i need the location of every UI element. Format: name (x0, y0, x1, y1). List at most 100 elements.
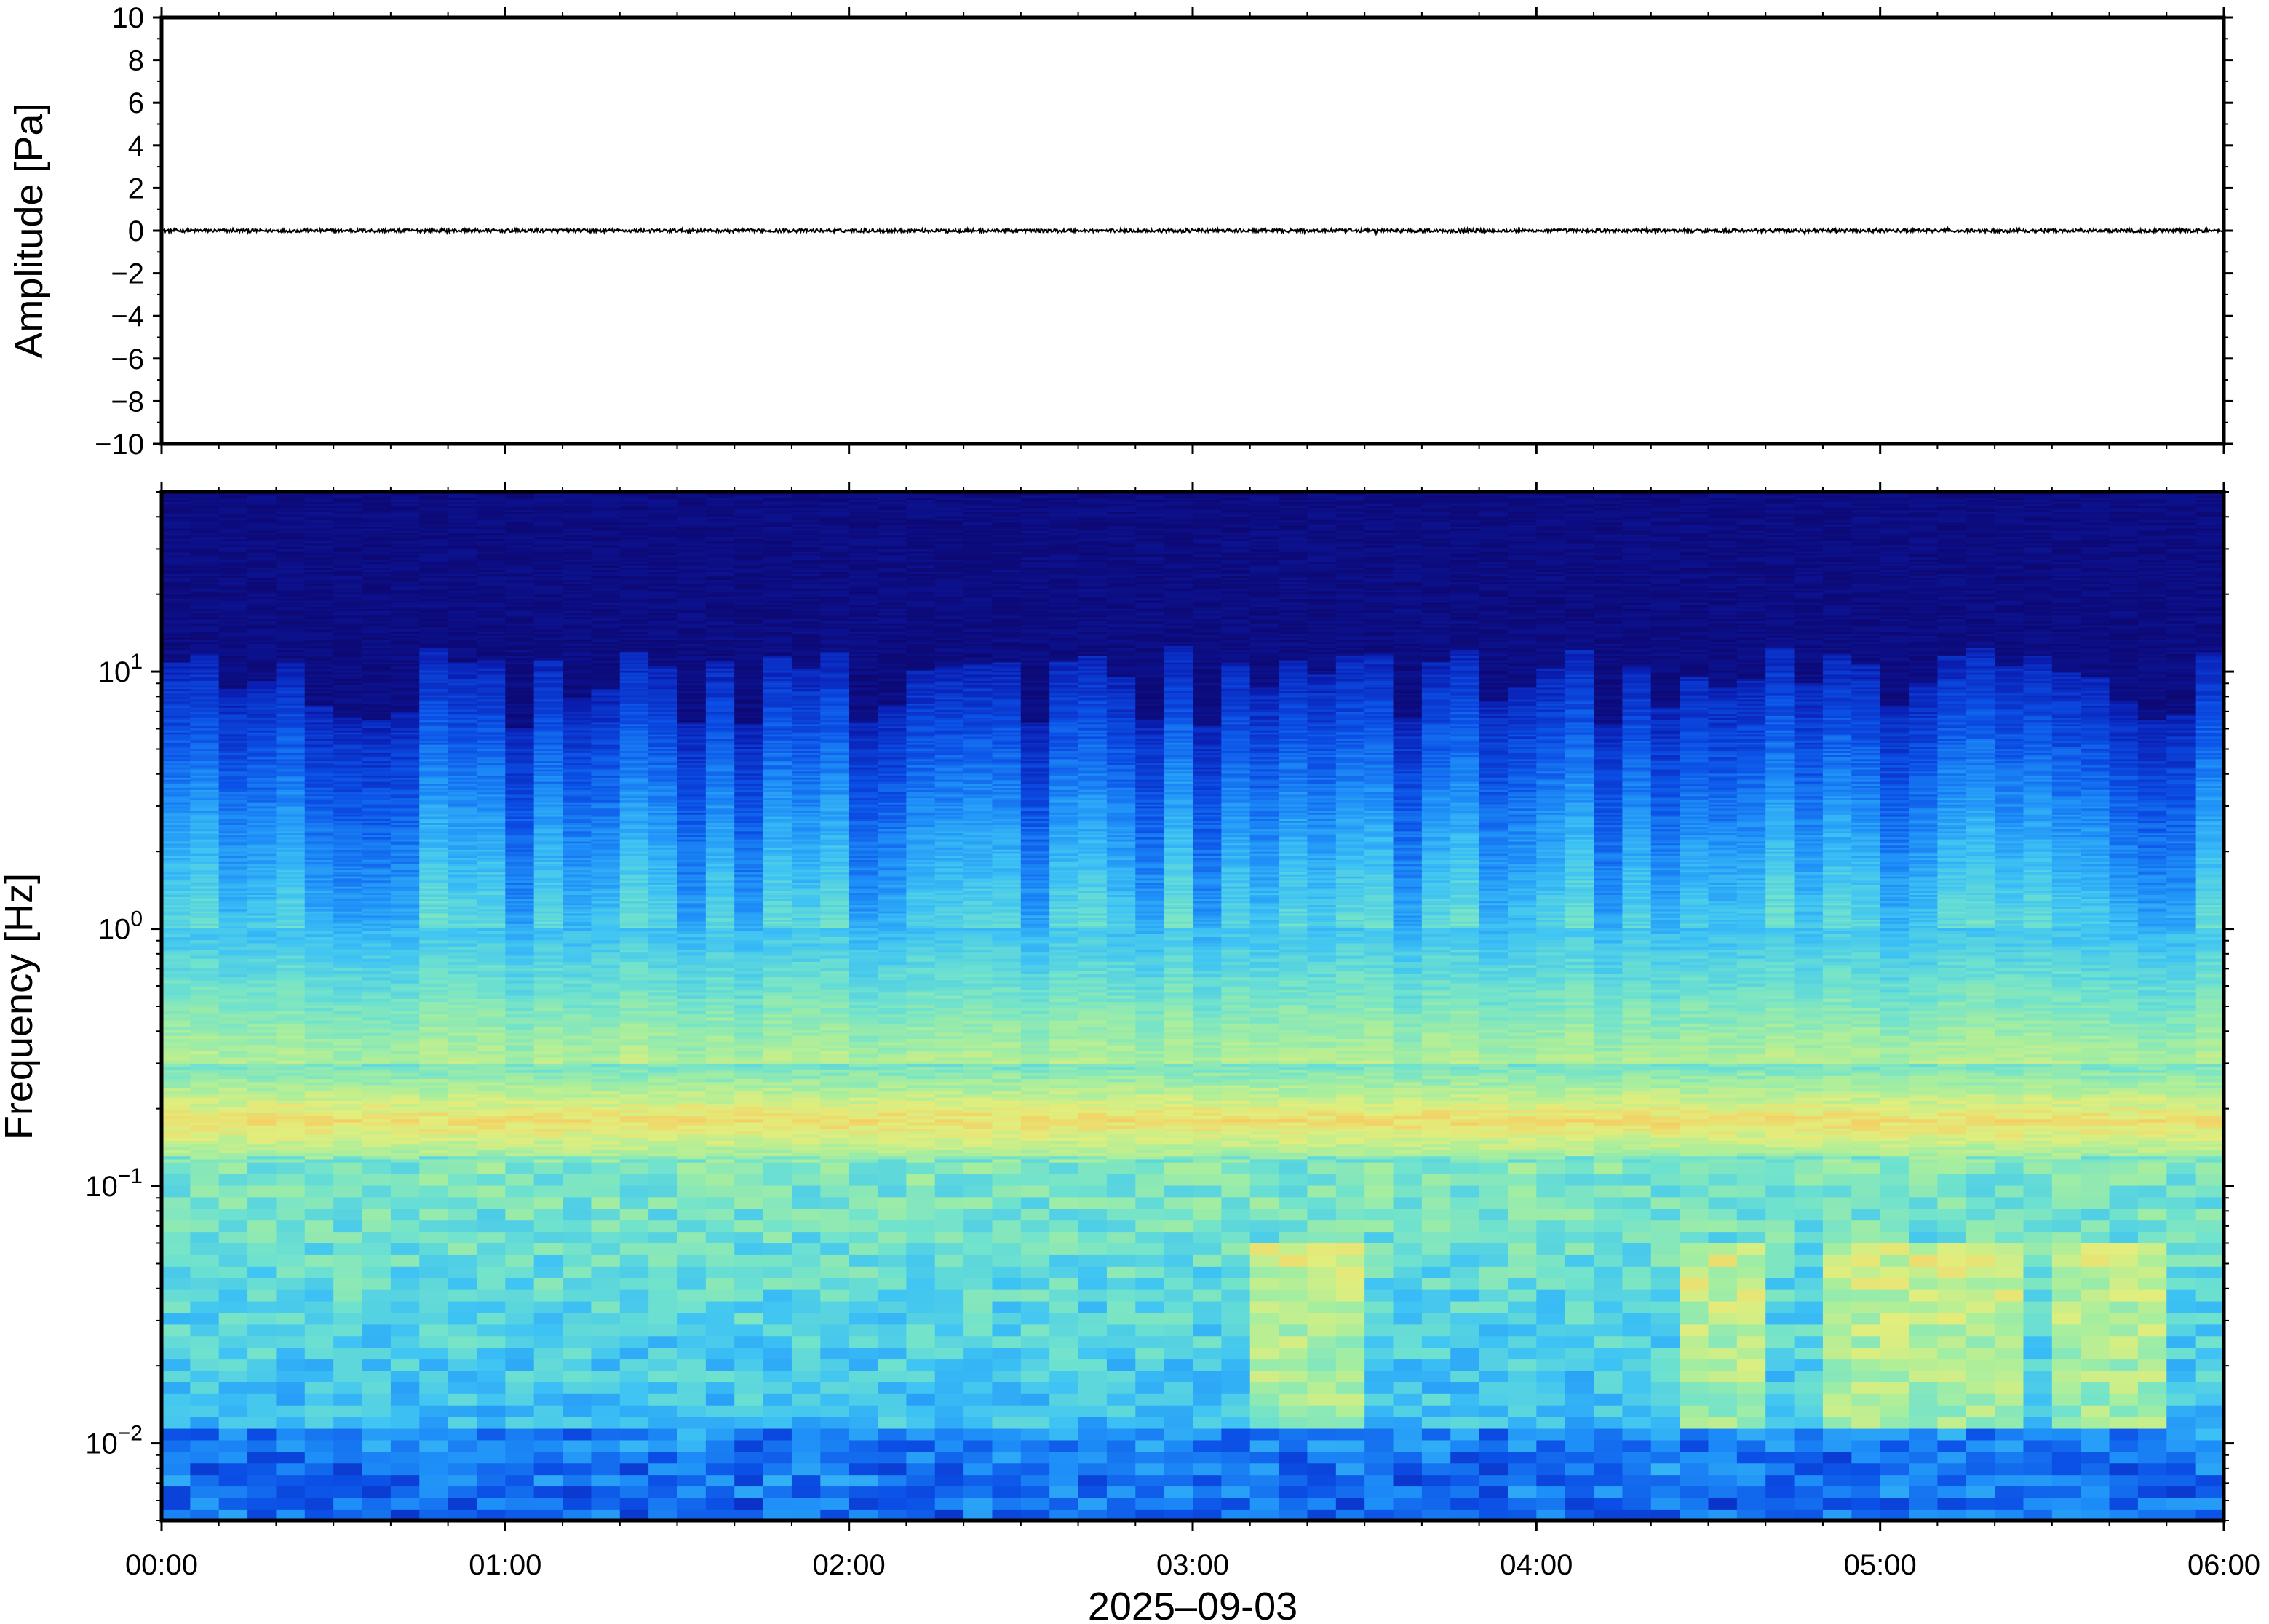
spectrogram-cell (247, 970, 277, 974)
spectrogram-cell (162, 709, 191, 712)
spectrogram-cell (190, 554, 220, 558)
spectrogram-cell (591, 1185, 621, 1198)
spectrogram-cell (362, 1044, 392, 1048)
spectrogram-cell (190, 812, 220, 815)
spectrogram-cell (505, 717, 535, 720)
spectrogram-cell (419, 505, 449, 509)
spectrogram-cell (190, 849, 220, 852)
spectrogram-cell (362, 952, 392, 956)
spectrogram-cell (247, 690, 277, 693)
spectrogram-cell (390, 569, 421, 573)
spectrogram-cell (218, 961, 248, 966)
spectrogram-cell (190, 705, 220, 708)
spectrogram-cell (276, 1266, 306, 1278)
spectrogram-cell (476, 520, 506, 523)
spectrogram-cell (218, 779, 248, 782)
spectrogram-cell (247, 1019, 277, 1024)
spectrogram-cell (505, 1254, 535, 1267)
spectrogram-cell (247, 1096, 277, 1101)
spectrogram-cell (304, 851, 334, 854)
spectrogram-cell (419, 933, 449, 937)
spectrogram-cell (505, 634, 535, 638)
spectrogram-cell (276, 608, 306, 611)
spectrogram-cell (247, 1439, 277, 1452)
spectrogram-cell (533, 1134, 563, 1138)
spectrogram-cell (276, 930, 306, 934)
spectrogram-cell (448, 577, 477, 581)
spectrogram-cell (333, 517, 363, 521)
spectrogram-cell (162, 1128, 191, 1132)
spectrogram-cell (448, 495, 477, 498)
spectrogram-cell (333, 658, 363, 661)
spectrogram-cell (190, 863, 220, 867)
spectrogram-cell (476, 680, 506, 683)
spectrogram-cell (304, 855, 334, 859)
spectrogram-cell (419, 840, 449, 844)
spectrogram-cell (419, 1439, 449, 1452)
spectrogram-cell (362, 1094, 392, 1098)
spectrogram-cell (505, 589, 535, 593)
spectrogram-cell (276, 693, 306, 696)
spectrogram-cell (333, 1219, 363, 1233)
spectrogram-cell (362, 688, 392, 692)
spectrogram-cell (419, 1056, 449, 1061)
spectrogram-cell (505, 1124, 535, 1129)
spectrogram-cell (162, 1096, 191, 1101)
spectrogram-cell (390, 1509, 421, 1521)
spectrogram-cell (276, 725, 306, 728)
spectrogram-cell (563, 1382, 592, 1394)
spectrogram-cell (505, 736, 535, 739)
spectrogram-cell (362, 641, 392, 645)
spectrogram-cell (448, 1335, 477, 1348)
spectrogram-cell (247, 512, 277, 514)
spectrogram-cell (533, 1137, 563, 1141)
spectrogram-cell (218, 1509, 248, 1521)
spectrogram-cell (419, 606, 449, 609)
spectrogram-cell (476, 1047, 506, 1051)
spectrogram-cell (419, 507, 449, 511)
spectrogram-cell (476, 1004, 506, 1008)
spectrogram-cell (304, 676, 334, 680)
spectrogram-cell (390, 1035, 421, 1039)
spectrogram-cell (362, 658, 392, 661)
spectrogram-cell (304, 540, 334, 544)
spectrogram-cell (162, 803, 191, 807)
spectrogram-cell (448, 867, 477, 871)
spectrogram-cell (218, 758, 248, 762)
spectrogram-cell (276, 882, 306, 885)
spectrogram-cell (218, 1069, 248, 1073)
spectrogram-cell (276, 813, 306, 817)
spectrogram-cell (476, 756, 506, 760)
spectrogram-cell (247, 909, 277, 912)
spectrogram-cell (362, 1066, 392, 1070)
spectrogram-cell (362, 497, 392, 501)
spectrogram-cell (162, 869, 191, 872)
spectrogram-cell (362, 826, 392, 829)
spectrogram-cell (218, 843, 248, 846)
spectrogram-cell (390, 706, 421, 710)
spectrogram-cell (276, 746, 306, 749)
spectrogram-cell (448, 865, 477, 869)
spectrogram-cell (333, 1118, 363, 1123)
spectrogram-cell (162, 1266, 191, 1278)
spectrogram-cell (276, 843, 306, 846)
spectrogram-cell (162, 1358, 191, 1372)
spectrogram-cell (247, 1026, 277, 1030)
spectrogram-cell (190, 621, 220, 624)
spectrogram-cell (505, 1146, 535, 1150)
spectrogram-cell (448, 740, 477, 743)
spectrogram-cell (218, 904, 248, 907)
spectrogram-cell (533, 986, 563, 990)
spectrogram-cell (276, 1509, 306, 1521)
spectrogram-cell (247, 728, 277, 731)
spectrogram-cell (419, 736, 449, 739)
spectrogram-cell (390, 584, 421, 586)
spectrogram-cell (276, 647, 306, 650)
spectrogram-cell (190, 626, 220, 630)
spectrogram-cell (162, 768, 191, 772)
spectrogram-cell (276, 517, 306, 521)
spectrogram-cell (333, 832, 363, 836)
spectrogram-cell (448, 592, 477, 595)
spectrogram-cell (162, 606, 191, 609)
spectrogram-cell (448, 1019, 477, 1024)
